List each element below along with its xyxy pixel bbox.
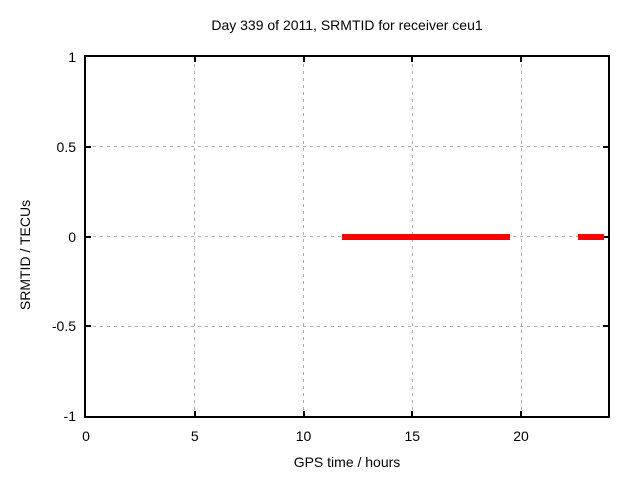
x-tick-mark: [193, 411, 196, 416]
x-tick-label: 10: [295, 428, 312, 444]
y-tick-label: -1: [63, 408, 76, 424]
x-axis-label: GPS time / hours: [293, 454, 401, 470]
data-segment: [341, 233, 511, 240]
y-tick-label: 1: [68, 49, 76, 65]
y-tick-mark: [603, 325, 608, 328]
y-tick-mark: [86, 235, 91, 238]
x-tick-mark: [520, 411, 522, 416]
x-tick-mark: [411, 57, 414, 62]
chart-title: Day 339 of 2011, SRMTID for receiver ceu…: [211, 17, 483, 33]
y-tick-label: -0.5: [51, 318, 76, 335]
x-tick-label: 0: [82, 428, 90, 444]
x-tick-mark: [520, 57, 522, 62]
y-tick-mark: [86, 325, 91, 328]
x-tick-label: 20: [513, 428, 529, 444]
x-tick-mark: [411, 411, 414, 416]
x-tick-label: 5: [190, 428, 199, 444]
x-tick-mark: [193, 57, 196, 62]
y-gridline: [86, 146, 608, 148]
y-tick-mark: [603, 235, 608, 238]
y-axis-label: SRMTID / TECUs: [17, 199, 33, 311]
x-tick-label: 15: [404, 428, 421, 444]
y-tick-mark: [603, 145, 608, 148]
x-tick-mark: [302, 57, 305, 62]
plot-area: 0 5 10 15 20 1 0.5 0 -0.5 -1: [52, 49, 610, 443]
data-segment: [577, 233, 604, 240]
y-tick-label: 0.5: [56, 138, 76, 155]
y-tick-mark: [86, 145, 91, 148]
x-tick-mark: [302, 411, 305, 416]
y-tick-label: 0: [68, 228, 76, 245]
y-gridline: [86, 325, 608, 327]
